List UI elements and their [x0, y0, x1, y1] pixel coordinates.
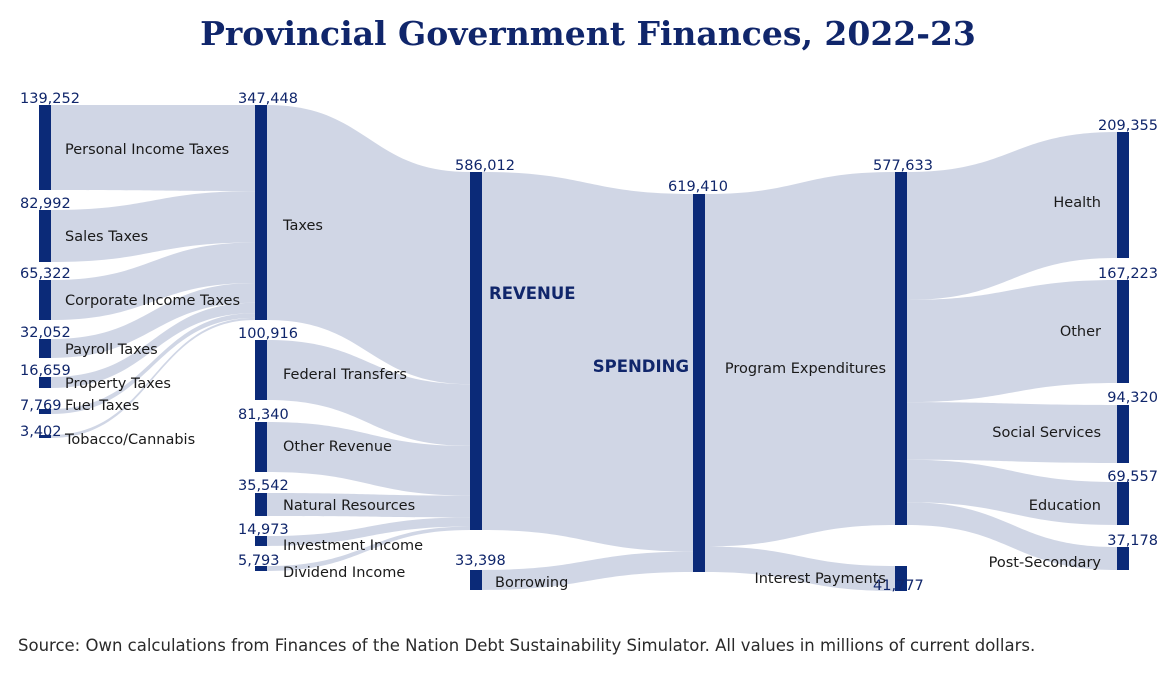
node-other: [1117, 280, 1129, 383]
flow-investment_income-to-revenue: [267, 517, 470, 546]
value-label-health: 209,355: [1098, 118, 1158, 134]
value-label-property-taxes: 16,659: [20, 363, 71, 379]
node-label-health: Health: [1053, 195, 1101, 211]
node-label-payroll-taxes: Payroll Taxes: [65, 342, 158, 358]
flow-spending-to-program_expenditures: [705, 172, 895, 547]
node-corporate-income-taxes: [39, 280, 51, 320]
node-interest-payments: [895, 566, 907, 591]
flow-program_expenditures-to-post_secondary: [907, 502, 1117, 570]
node-label-program-expenditures: Program Expenditures: [725, 361, 886, 377]
value-label-program-expenditures: 577,633: [873, 158, 933, 174]
flow-program_expenditures-to-other: [907, 280, 1117, 403]
node-label-investment-income: Investment Income: [283, 538, 423, 554]
node-fuel-taxes: [39, 409, 51, 414]
node-property-taxes: [39, 377, 51, 388]
value-label-investment-income: 14,973: [238, 522, 289, 538]
source-note: Source: Own calculations from Finances o…: [18, 636, 1035, 655]
flow-natural_resources-to-revenue: [267, 493, 470, 518]
node-personal-income-taxes: [39, 105, 51, 190]
node-label-dividend-income: Dividend Income: [283, 565, 405, 581]
nodes-layer: [39, 105, 1129, 591]
value-label-spending: 619,410: [668, 179, 728, 195]
node-label-personal-income-taxes: Personal Income Taxes: [65, 142, 229, 158]
node-label-sales-taxes: Sales Taxes: [65, 229, 148, 245]
flow-program_expenditures-to-social_services: [907, 402, 1117, 463]
flow-federal_transfers-to-revenue: [267, 340, 470, 446]
flow-tobacco_cannabis-to-taxes: [51, 317, 255, 438]
node-label-other: Other: [1060, 324, 1101, 340]
value-label-tobacco-cannabis: 3,402: [20, 424, 62, 440]
value-label-personal-income-taxes: 139,252: [20, 91, 80, 107]
node-sales-taxes: [39, 210, 51, 262]
node-revenue: [470, 172, 482, 530]
value-label-fuel-taxes: 7,769: [20, 398, 62, 414]
node-label-interest-payments: Interest Payments: [754, 571, 886, 587]
value-label-dividend-income: 5,793: [238, 553, 280, 569]
node-health: [1117, 132, 1129, 258]
node-label-property-taxes: Property Taxes: [65, 376, 171, 392]
value-label-post-secondary: 37,178: [1107, 533, 1158, 549]
flow-corporate_income_taxes-to-taxes: [51, 242, 255, 320]
node-label-corporate-income-taxes: Corporate Income Taxes: [65, 293, 240, 309]
node-federal-transfers: [255, 340, 267, 400]
flow-fuel_taxes-to-taxes: [51, 313, 255, 414]
value-label-payroll-taxes: 32,052: [20, 325, 71, 341]
node-label-education: Education: [1029, 498, 1101, 514]
node-education: [1117, 482, 1129, 525]
node-label-revenue: REVENUE: [489, 284, 576, 303]
value-label-other: 167,223: [1098, 266, 1158, 282]
node-post-secondary: [1117, 547, 1129, 570]
value-label-federal-transfers: 100,916: [238, 326, 298, 342]
node-label-other-revenue: Other Revenue: [283, 439, 392, 455]
links-layer: [51, 105, 1117, 591]
value-label-other-revenue: 81,340: [238, 407, 289, 423]
flow-spending-to-interest_payments: [705, 546, 895, 591]
value-label-natural-resources: 35,542: [238, 478, 289, 494]
node-label-post-secondary: Post-Secondary: [989, 555, 1102, 571]
node-taxes: [255, 105, 267, 320]
flow-taxes-to-revenue: [267, 105, 470, 385]
labels-layer: 139,252 Personal Income Taxes 82,992 Sales …: [20, 91, 1158, 594]
value-label-corporate-income-taxes: 65,322: [20, 266, 71, 282]
flow-borrowing-to-spending: [482, 551, 693, 590]
flow-dividend_income-to-revenue: [267, 526, 470, 571]
node-label-social-services: Social Services: [992, 425, 1101, 441]
value-label-social-services: 94,320: [1107, 390, 1158, 406]
chart-title: Provincial Government Finances, 2022-23: [200, 14, 976, 53]
flow-personal_income_taxes-to-taxes: [51, 105, 255, 192]
value-label-revenue: 586,012: [455, 158, 515, 174]
flow-revenue-to-spending: [482, 172, 693, 552]
node-label-fuel-taxes: Fuel Taxes: [65, 398, 139, 414]
flow-program_expenditures-to-education: [907, 459, 1117, 525]
value-label-interest-payments: 41,777: [873, 578, 924, 594]
node-dividend-income: [255, 566, 267, 571]
node-investment-income: [255, 536, 267, 546]
flow-payroll_taxes-to-taxes: [51, 282, 255, 358]
node-label-natural-resources: Natural Resources: [283, 498, 415, 514]
flow-other_revenue-to-revenue: [267, 422, 470, 496]
value-label-borrowing: 33,398: [455, 553, 506, 569]
flow-program_expenditures-to-health: [907, 132, 1117, 300]
node-tobacco-cannabis: [39, 435, 51, 438]
node-label-taxes: Taxes: [282, 218, 323, 234]
node-label-tobacco-cannabis: Tobacco/Cannabis: [64, 432, 195, 448]
node-program-expenditures: [895, 172, 907, 525]
node-social-services: [1117, 405, 1129, 463]
node-natural-resources: [255, 493, 267, 516]
node-borrowing: [470, 570, 482, 590]
value-label-education: 69,557: [1107, 469, 1158, 485]
node-label-spending: SPENDING: [593, 357, 689, 376]
node-label-borrowing: Borrowing: [495, 575, 568, 591]
value-label-taxes: 347,448: [238, 91, 298, 107]
node-other-revenue: [255, 422, 267, 472]
flow-sales_taxes-to-taxes: [51, 191, 255, 262]
node-label-federal-transfers: Federal Transfers: [283, 367, 407, 383]
value-label-sales-taxes: 82,992: [20, 196, 71, 212]
node-spending: [693, 194, 705, 572]
flow-property_taxes-to-taxes: [51, 302, 255, 388]
node-payroll-taxes: [39, 339, 51, 358]
